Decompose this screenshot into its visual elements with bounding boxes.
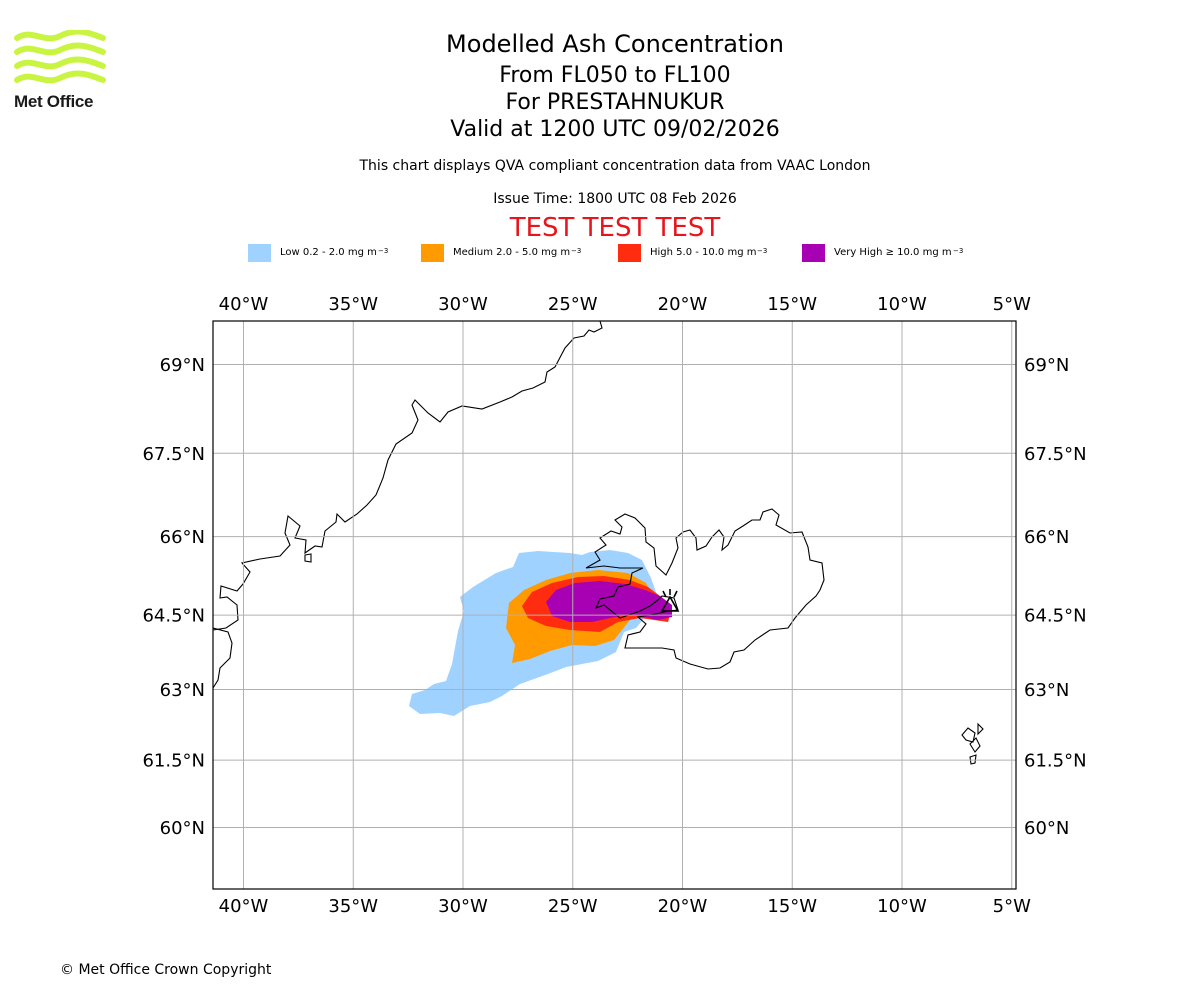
- legend-exp-medium: −3: [571, 247, 582, 255]
- test-banner: TEST TEST TEST: [509, 213, 721, 243]
- lon-tick-label: 10°W: [877, 294, 927, 315]
- lat-tick-label: 60°N: [1024, 818, 1069, 839]
- legend-label-low: Low 0.2 - 2.0 mg m: [280, 247, 377, 258]
- met-office-logo: Met Office: [14, 28, 110, 111]
- lat-tick-label: 66°N: [160, 527, 205, 548]
- ash-area-very-high: [546, 581, 672, 622]
- copyright-notice: © Met Office Crown Copyright: [60, 962, 272, 978]
- faroe-islands: [961, 722, 984, 765]
- lat-tick-label: 67.5°N: [1024, 444, 1087, 465]
- legend-exp-high: −3: [757, 247, 768, 255]
- lon-tick-label: 10°W: [877, 896, 927, 917]
- lon-tick-label: 40°W: [219, 896, 269, 917]
- lat-tick-label: 61.5°N: [142, 751, 205, 772]
- met-office-waves-icon: [14, 28, 106, 84]
- legend-swatch-medium: [421, 244, 444, 262]
- lon-tick-label: 5°W: [993, 896, 1031, 917]
- graticule: [213, 321, 1016, 889]
- longitude-labels-bottom: 40°W 35°W 30°W 25°W 20°W 15°W 10°W 5°W: [219, 896, 1031, 917]
- map-frame: [212, 320, 1017, 890]
- lon-tick-label: 20°W: [658, 294, 708, 315]
- lon-tick-label: 5°W: [993, 294, 1031, 315]
- lat-tick-label: 64.5°N: [142, 606, 205, 627]
- legend: Low 0.2 - 2.0 mg m −3 Medium 2.0 - 5.0 m…: [0, 244, 1200, 264]
- lat-tick-label: 63°N: [1024, 680, 1069, 701]
- lon-tick-label: 30°W: [438, 294, 488, 315]
- legend-swatch-high: [618, 244, 641, 262]
- greenland-southwest-coast: [213, 627, 233, 689]
- lon-tick-label: 15°W: [767, 294, 817, 315]
- greenland-coast: [213, 321, 603, 631]
- lon-tick-label: 15°W: [767, 896, 817, 917]
- flight-levels: From FL050 to FL100: [499, 63, 731, 88]
- legend-swatch-low: [248, 244, 271, 262]
- lat-tick-label: 69°N: [1024, 355, 1069, 376]
- lat-tick-label: 60°N: [160, 818, 205, 839]
- legend-exp-low: −3: [378, 247, 389, 255]
- legend-label-high: High 5.0 - 10.0 mg m: [650, 247, 757, 258]
- lat-tick-label: 64.5°N: [1024, 606, 1087, 627]
- legend-label-medium: Medium 2.0 - 5.0 mg m: [453, 247, 571, 258]
- lat-tick-label: 61.5°N: [1024, 751, 1087, 772]
- lat-tick-label: 66°N: [1024, 527, 1069, 548]
- legend-label-very-high: Very High ≥ 10.0 mg m: [834, 247, 952, 258]
- lon-tick-label: 20°W: [658, 896, 708, 917]
- lon-tick-label: 40°W: [219, 294, 269, 315]
- latitude-labels-left: 69°N 67.5°N 66°N 64.5°N 63°N 61.5°N 60°N: [142, 355, 205, 839]
- compliance-note: This chart displays QVA compliant concen…: [359, 158, 871, 174]
- valid-time: Valid at 1200 UTC 09/02/2026: [450, 117, 780, 142]
- lat-tick-label: 67.5°N: [142, 444, 205, 465]
- lon-tick-label: 35°W: [328, 896, 378, 917]
- greenland-islet-1: [304, 553, 312, 563]
- lon-tick-label: 35°W: [328, 294, 378, 315]
- longitude-labels-top: 40°W 35°W 30°W 25°W 20°W 15°W 10°W 5°W: [219, 294, 1031, 315]
- lon-tick-label: 25°W: [548, 896, 598, 917]
- logo-text: Met Office: [14, 92, 94, 111]
- iceland-coast: [585, 508, 825, 670]
- lon-tick-label: 30°W: [438, 896, 488, 917]
- legend-swatch-very-high: [802, 244, 825, 262]
- volcano-name: For PRESTAHNUKUR: [505, 90, 725, 115]
- coastlines: [213, 321, 984, 765]
- lon-tick-label: 25°W: [548, 294, 598, 315]
- latitude-labels-right: 69°N 67.5°N 66°N 64.5°N 63°N 61.5°N 60°N: [1024, 355, 1087, 839]
- issue-time: Issue Time: 1800 UTC 08 Feb 2026: [493, 191, 737, 207]
- lat-tick-label: 63°N: [160, 680, 205, 701]
- legend-exp-very-high: −3: [953, 247, 964, 255]
- volcano-icon: [660, 589, 680, 612]
- lat-tick-label: 69°N: [160, 355, 205, 376]
- chart-title: Modelled Ash Concentration: [446, 30, 784, 58]
